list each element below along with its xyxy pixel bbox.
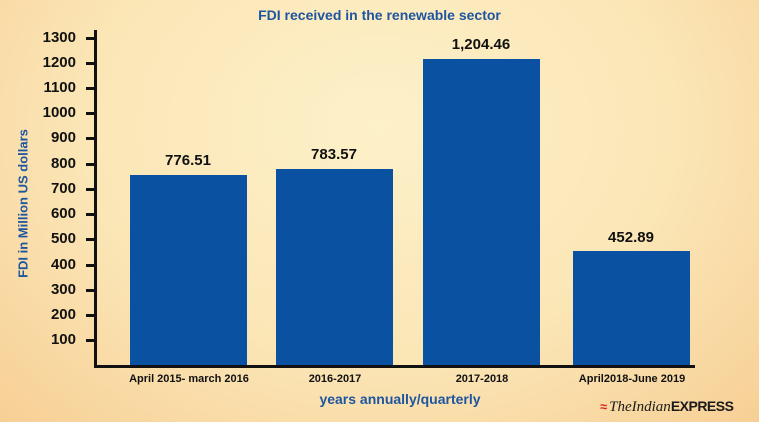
y-tick (86, 238, 95, 241)
y-tick (86, 112, 95, 115)
y-tick-label: 200 (50, 306, 76, 323)
y-tick-label: 400 (50, 256, 76, 273)
indian-express-logo: ≈ TheIndianEXPRESS (600, 398, 734, 416)
bar-2016-2017 (276, 169, 393, 365)
y-tick-label: 500 (50, 230, 76, 247)
y-tick (86, 87, 95, 90)
y-tick-label: 1100 (43, 79, 76, 96)
logo-mark-icon: ≈ (600, 399, 608, 414)
bar-2015-2016 (130, 175, 247, 365)
y-tick-label: 1300 (42, 29, 76, 46)
bar-2017-2018 (423, 59, 540, 365)
x-axis-label: years annually/quarterly (319, 391, 481, 407)
y-tick-label: 300 (50, 281, 76, 298)
chart-title: FDI received in the renewable sector (258, 7, 501, 23)
logo-the: The (609, 399, 632, 415)
y-tick (86, 264, 95, 267)
y-axis-line (94, 30, 97, 367)
y-tick-label: 700 (50, 180, 76, 197)
bar-value-label: 776.51 (165, 152, 211, 169)
y-tick (86, 37, 95, 40)
bar-value-label: 783.57 (311, 146, 357, 163)
y-tick-label: 1000 (42, 104, 76, 121)
y-tick (86, 137, 95, 140)
y-tick-label: 800 (50, 155, 76, 172)
y-tick (86, 339, 95, 342)
x-category-label: 2016-2017 (308, 373, 362, 385)
x-category-label: April2018-June 2019 (578, 373, 686, 385)
bar-2018-2019 (573, 251, 690, 365)
y-tick-label: 600 (50, 205, 76, 222)
x-category-label: 2017-2018 (455, 373, 509, 385)
y-tick-label: 100 (50, 331, 76, 348)
bar-value-label: 452.89 (608, 229, 654, 246)
y-tick (86, 289, 95, 292)
bar-value-label: 1,204.46 (451, 36, 511, 53)
x-axis-line (94, 365, 695, 368)
logo-express: EXPRESS (670, 398, 734, 414)
y-tick (86, 213, 95, 216)
logo-indian: Indian (631, 399, 671, 415)
y-tick (86, 188, 95, 191)
y-tick (86, 314, 95, 317)
y-tick (86, 163, 95, 166)
y-tick (86, 62, 95, 65)
x-category-label: April 2015- march 2016 (129, 373, 249, 385)
y-tick-label: 1200 (42, 54, 76, 71)
y-tick-label: 900 (50, 129, 76, 146)
